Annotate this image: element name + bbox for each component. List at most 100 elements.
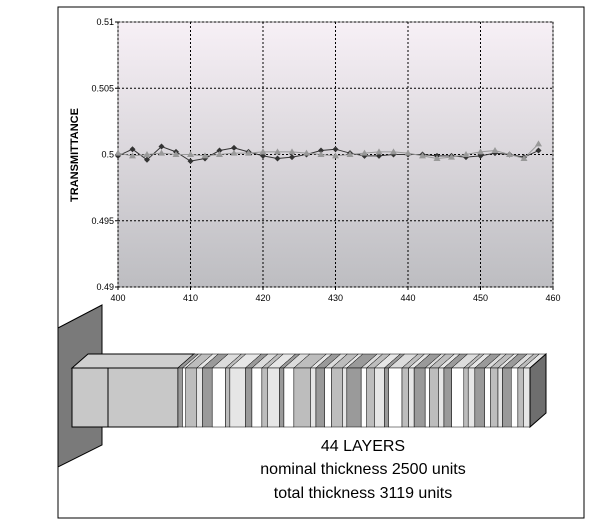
layer xyxy=(474,367,486,428)
point xyxy=(520,154,528,161)
layer xyxy=(517,367,524,428)
point xyxy=(361,149,368,156)
layer xyxy=(374,367,385,428)
series-line xyxy=(117,143,539,160)
layer-diagram xyxy=(57,304,547,468)
point xyxy=(317,151,325,157)
layer xyxy=(438,367,445,428)
x-tick-label: 440 xyxy=(400,293,415,303)
point xyxy=(259,148,267,155)
point xyxy=(332,152,339,159)
y-tick-label: 0.51 xyxy=(96,17,114,27)
point xyxy=(433,154,441,161)
y-tick-label: 0.49 xyxy=(96,282,114,292)
point xyxy=(332,146,339,153)
x-tick-label: 400 xyxy=(110,293,125,303)
x-tick-label: 450 xyxy=(473,293,488,303)
point xyxy=(346,151,354,157)
layer xyxy=(279,367,285,428)
substrate-front xyxy=(71,367,179,428)
point xyxy=(143,151,151,157)
layer xyxy=(366,367,375,428)
point xyxy=(404,149,412,156)
point xyxy=(129,152,136,159)
layer xyxy=(245,367,253,428)
layer xyxy=(502,367,512,428)
layer xyxy=(225,367,231,428)
annotation: 44 LAYERS xyxy=(321,438,405,455)
layer xyxy=(360,367,367,428)
layer xyxy=(185,367,198,428)
point xyxy=(303,149,310,156)
layer xyxy=(388,367,403,428)
point xyxy=(114,149,122,156)
y-tick-label: 0.5 xyxy=(101,150,114,160)
layer xyxy=(324,367,332,428)
layer xyxy=(401,367,409,428)
layer xyxy=(342,367,348,428)
point xyxy=(245,149,252,156)
point xyxy=(158,149,165,156)
layer xyxy=(283,367,295,428)
point xyxy=(230,149,238,156)
point xyxy=(187,158,194,165)
layer xyxy=(490,367,499,428)
layer xyxy=(346,367,362,428)
layer xyxy=(424,367,430,428)
point xyxy=(274,148,281,155)
layer xyxy=(451,367,465,428)
layer xyxy=(331,367,343,428)
x-tick-label: 410 xyxy=(183,293,198,303)
layer xyxy=(293,367,311,428)
annotation: total thickness 3119 units xyxy=(274,485,452,502)
point xyxy=(158,143,165,150)
point xyxy=(289,154,295,161)
layer xyxy=(251,367,263,428)
point xyxy=(462,151,470,157)
layer xyxy=(261,367,268,428)
layer xyxy=(202,367,213,428)
substrate-top xyxy=(70,353,196,369)
x-tick-label: 460 xyxy=(545,293,560,303)
x-tick-label: 430 xyxy=(328,293,343,303)
point xyxy=(419,152,426,159)
layer xyxy=(413,367,426,428)
layer xyxy=(182,367,186,428)
layer xyxy=(229,367,246,428)
layer xyxy=(177,367,183,428)
point xyxy=(144,156,150,163)
point xyxy=(187,151,194,157)
point xyxy=(491,147,499,154)
layer xyxy=(484,367,491,428)
layer xyxy=(196,367,203,428)
point xyxy=(506,151,513,157)
layer xyxy=(523,367,531,428)
point xyxy=(129,146,136,153)
point xyxy=(375,148,383,155)
point xyxy=(390,148,397,155)
layer xyxy=(467,367,476,428)
y-tick-label: 0.495 xyxy=(91,216,114,226)
layer xyxy=(384,367,390,428)
layer xyxy=(267,367,280,428)
annotation: nominal thickness 2500 units xyxy=(260,461,465,478)
point xyxy=(274,155,281,162)
layer xyxy=(310,367,317,428)
point xyxy=(448,153,455,160)
layer xyxy=(463,367,469,428)
layer xyxy=(429,367,439,428)
layer xyxy=(510,367,519,428)
y-axis-label: TRANSMITTANCE xyxy=(69,108,81,202)
point xyxy=(172,151,180,157)
layer-end xyxy=(529,352,547,429)
point xyxy=(535,147,542,154)
layer xyxy=(497,367,503,428)
point xyxy=(318,147,324,154)
point xyxy=(535,140,542,147)
point xyxy=(216,151,223,157)
point xyxy=(288,148,296,155)
point xyxy=(216,147,223,154)
layer xyxy=(211,367,226,428)
x-tick-label: 420 xyxy=(255,293,270,303)
